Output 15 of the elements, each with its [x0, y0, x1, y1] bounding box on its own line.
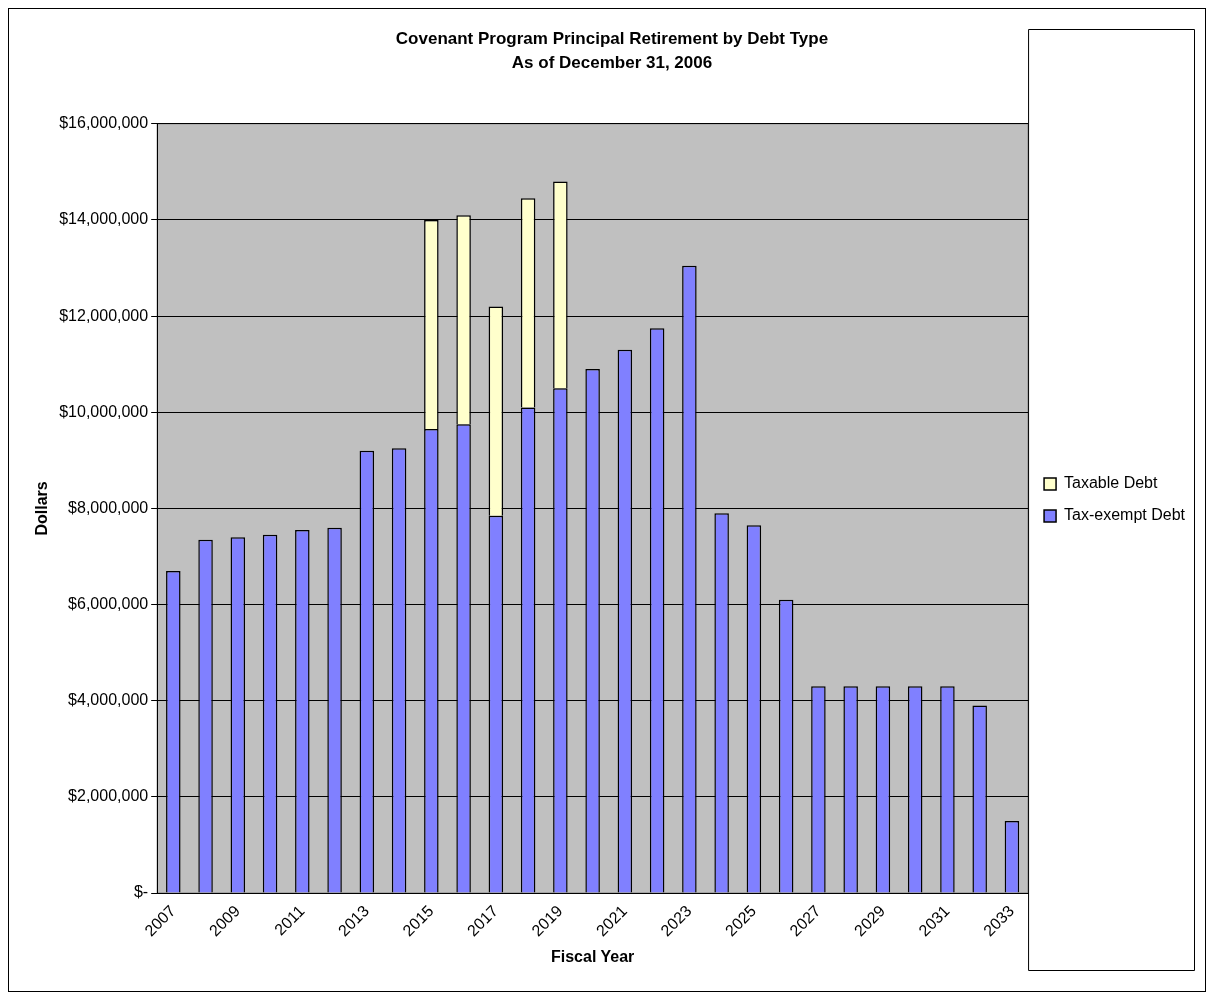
chart-title: Covenant Program Principal Retirement by Debt Type [395, 28, 829, 48]
x-axis-title: Fiscal Year [550, 947, 635, 965]
y-tick-label: $6,000,000 [68, 594, 149, 612]
y-tick-label: $12,000,000 [59, 306, 149, 324]
y-axis-title: Dollars [33, 481, 51, 536]
y-tick-label: $14,000,000 [59, 210, 149, 228]
y-tick-label: $10,000,000 [59, 402, 149, 420]
y-tick-label: $16,000,000 [59, 114, 149, 132]
y-tick-label: $- [133, 883, 149, 901]
chart-subtitle: As of December 31, 2006 [511, 53, 713, 73]
legend-label: Tax-exempt Debt [1064, 506, 1186, 524]
y-tick-label: $8,000,000 [68, 498, 149, 516]
y-tick-label: $2,000,000 [68, 787, 149, 805]
y-tick-label: $4,000,000 [68, 691, 149, 709]
legend-label: Taxable Debt [1064, 474, 1159, 492]
